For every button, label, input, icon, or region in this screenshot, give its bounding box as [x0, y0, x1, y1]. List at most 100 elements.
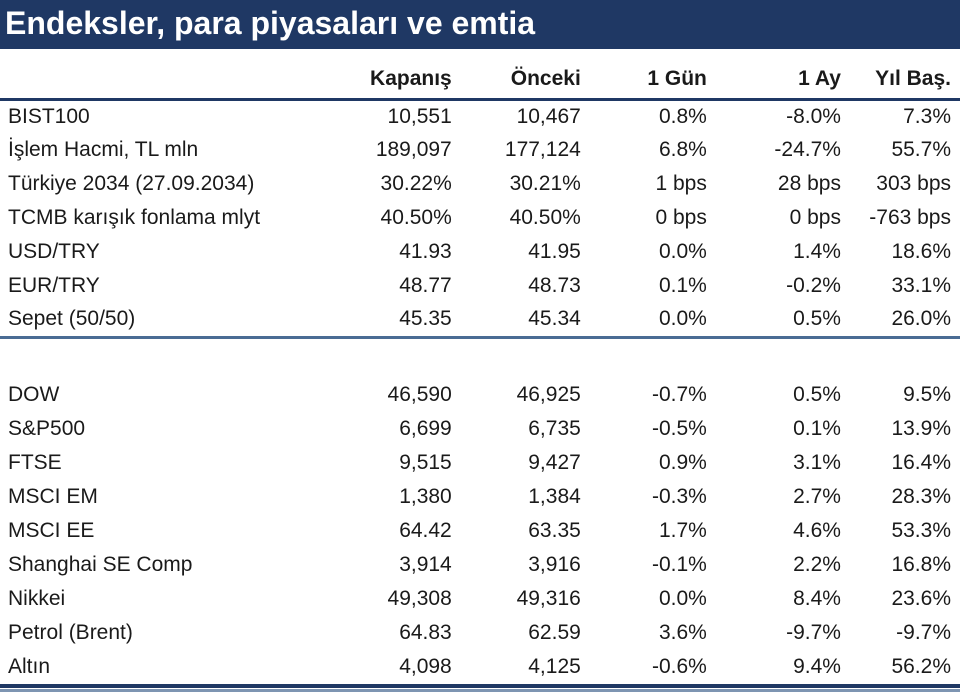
cell-value: -24.7% — [774, 138, 841, 161]
column-header-yilbas: Yıl Baş. — [840, 62, 960, 101]
cell-value: 177,124 — [504, 138, 581, 161]
column-header-kapanis: Kapanış — [330, 62, 452, 101]
cell-value: 64.42 — [399, 519, 452, 542]
page-title: Endeksler, para piyasaları ve emtia — [0, 0, 960, 49]
cell-value: 6.8% — [658, 138, 707, 161]
cell-value: 16.4% — [891, 451, 951, 474]
row-label: MSCI EM — [8, 485, 98, 508]
cell-value: 49,316 — [516, 587, 581, 610]
table-row: MSCI EM 1,380 1,384 -0.3% 2.7% 28.3% — [0, 480, 960, 514]
cell-value: 0 bps — [789, 206, 841, 229]
cell-value: 2.2% — [793, 553, 841, 576]
cell-value: 9.4% — [793, 655, 841, 678]
table-row: DOW 46,590 46,925 -0.7% 0.5% 9.5% — [0, 378, 960, 412]
row-label: Sepet (50/50) — [0, 303, 331, 339]
cell-value: 23.6% — [891, 587, 951, 610]
cell-value: 10,551 — [387, 104, 452, 128]
cell-value: -0.3% — [652, 485, 707, 508]
cell-value: 48.73 — [528, 274, 581, 297]
table-row: MSCI EE 64.42 63.35 1.7% 4.6% 53.3% — [0, 514, 960, 548]
cell-value: -0.7% — [652, 383, 707, 406]
bottom-rule-gap — [0, 688, 960, 689]
table-row: İşlem Hacmi, TL mln 189,097 177,124 6.8% -24… — [0, 133, 960, 167]
cell-value: 3.1% — [793, 451, 841, 474]
row-label: Petrol (Brent) — [8, 621, 133, 644]
row-label: DOW — [8, 383, 60, 406]
cell-value: 53.3% — [891, 519, 951, 542]
cell-value: 0.0% — [658, 240, 707, 263]
cell-value: -0.5% — [652, 417, 707, 440]
table-row: Petrol (Brent) 64.83 62.59 3.6% -9.7% -9.7% — [0, 616, 960, 650]
column-header-1gun: 1 Gün — [580, 62, 707, 101]
cell-value: 28.3% — [891, 485, 951, 508]
table-row: BIST100 10,551 10,467 0.8% -8.0% 7.3% — [0, 99, 960, 133]
cell-value: 4,098 — [399, 655, 452, 678]
cell-value: 62.59 — [528, 621, 581, 644]
table-body: BIST100 10,551 10,467 0.8% -8.0% 7.3% İşlem Ha… — [0, 99, 960, 684]
bottom-rule-dark — [0, 684, 960, 688]
cell-value: 303 bps — [876, 172, 951, 195]
cell-value: 6,735 — [528, 417, 581, 440]
column-header-empty — [0, 62, 331, 101]
table-header-row: Kapanış Önceki 1 Gün 1 Ay Yıl Baş. — [0, 62, 960, 101]
cell-value: -0.1% — [652, 553, 707, 576]
cell-value: 63.35 — [528, 519, 581, 542]
cell-value: 10,467 — [516, 104, 581, 128]
cell-value: -0.2% — [786, 274, 841, 297]
cell-value: 0.5% — [706, 303, 841, 339]
cell-value: 26.0% — [840, 303, 960, 339]
cell-value: 8.4% — [793, 587, 841, 610]
cell-value: 0.0% — [658, 587, 707, 610]
cell-value: 30.22% — [380, 172, 452, 195]
cell-value: 3,914 — [399, 553, 452, 576]
market-table-area: Kapanış Önceki 1 Gün 1 Ay Yıl Baş. BIST1… — [0, 49, 960, 692]
table-row: Nikkei 49,308 49,316 0.0% 8.4% 23.6% — [0, 582, 960, 616]
cell-value: 13.9% — [891, 417, 951, 440]
cell-value: 46,925 — [516, 383, 581, 406]
table-row: Altın 4,098 4,125 -0.6% 9.4% 56.2% — [0, 650, 960, 684]
row-label: MSCI EE — [8, 519, 95, 542]
cell-value: -9.7% — [896, 621, 951, 644]
column-header-onceki: Önceki — [451, 62, 581, 101]
table-row: USD/TRY 41.93 41.95 0.0% 1.4% 18.6% — [0, 235, 960, 269]
cell-value: 28 bps — [777, 172, 841, 195]
cell-value: 16.8% — [891, 553, 951, 576]
table-row: Sepet (50/50) 45.35 45.34 0.0% 0.5% 26.0% — [0, 303, 960, 339]
cell-value: 30.21% — [509, 172, 581, 195]
cell-value: 0.1% — [793, 417, 841, 440]
cell-value: 0.8% — [658, 104, 707, 128]
cell-value: 49,308 — [387, 587, 452, 610]
row-label: EUR/TRY — [8, 274, 100, 297]
cell-value: -8.0% — [786, 104, 841, 128]
row-label: Shanghai SE Comp — [8, 553, 193, 576]
row-label: Altın — [8, 655, 51, 678]
cell-value: 3,916 — [528, 553, 581, 576]
table-row: Shanghai SE Comp 3,914 3,916 -0.1% 2.2% 16.8% — [0, 548, 960, 582]
row-label: İşlem Hacmi, TL mln — [8, 138, 199, 161]
cell-value: 64.83 — [399, 621, 452, 644]
table-row: TCMB karışık fonlama mlyt 40.50% 40.50% 0 b… — [0, 201, 960, 235]
cell-value: 45.35 — [330, 303, 452, 339]
row-label: FTSE — [8, 451, 62, 474]
market-data-table: Kapanış Önceki 1 Gün 1 Ay Yıl Baş. BIST1… — [0, 62, 960, 684]
section-spacer-row — [0, 337, 960, 378]
cell-value: 4.6% — [793, 519, 841, 542]
cell-value: 9,427 — [528, 451, 581, 474]
table-row: S&P500 6,699 6,735 -0.5% 0.1% 13.9% — [0, 412, 960, 446]
cell-value: 1,384 — [528, 485, 581, 508]
table-row: FTSE 9,515 9,427 0.9% 3.1% 16.4% — [0, 446, 960, 480]
row-label: S&P500 — [8, 417, 86, 440]
cell-value: -763 bps — [869, 206, 951, 229]
cell-value: 4,125 — [528, 655, 581, 678]
cell-value: -0.6% — [652, 655, 707, 678]
cell-value: 1.7% — [658, 519, 707, 542]
bottom-rule-light — [0, 689, 960, 692]
cell-value: 41.93 — [399, 240, 452, 263]
row-label: Nikkei — [8, 587, 66, 610]
cell-value: 46,590 — [387, 383, 452, 406]
cell-value: 6,699 — [399, 417, 452, 440]
cell-value: 9,515 — [399, 451, 452, 474]
cell-value: 0.9% — [658, 451, 707, 474]
cell-value: 3.6% — [658, 621, 707, 644]
table-row: Türkiye 2034 (27.09.2034) 30.22% 30.21% 1 b… — [0, 167, 960, 201]
